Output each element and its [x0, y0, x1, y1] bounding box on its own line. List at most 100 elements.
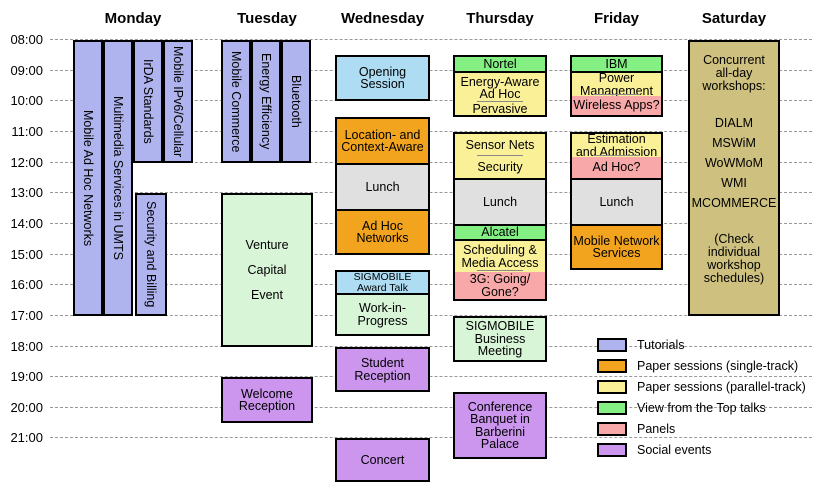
- time-label-19-00: 19:00: [10, 369, 43, 384]
- session-sigmobile-award-talk: SIGMOBILE Award Talk: [337, 272, 428, 295]
- legend-label-paper-sessions-single-track: Paper sessions (single-track): [637, 359, 799, 373]
- session-power-management: Power Management: [572, 73, 661, 96]
- session-label: Work-in- Progress: [357, 301, 408, 328]
- legend-label-tutorials: Tutorials: [637, 338, 685, 352]
- session-energy-aware-ad-hoc: Energy-Aware Ad Hoc: [455, 73, 545, 103]
- time-label-17-00: 17:00: [10, 308, 43, 323]
- session-work-in-progress: Work-in- Progress: [337, 295, 428, 334]
- time-label-10-00: 10:00: [10, 93, 43, 108]
- session-pervasive: Pervasive: [455, 103, 545, 115]
- workshop-wmi: WMI: [721, 176, 747, 190]
- hour-gridline-09-00: [50, 70, 812, 71]
- day-header-saturday: Saturday: [701, 10, 767, 27]
- time-label-18-00: 18:00: [10, 339, 43, 354]
- session-irda-standards: IrDA Standards: [135, 42, 161, 161]
- session-label: Energy-Aware Ad Hoc: [460, 74, 540, 101]
- parallel-session-divider: [476, 101, 524, 102]
- session-label: SIGMOBILE Business Meeting: [465, 319, 535, 359]
- session-label: Multimedia Services in UMTS: [111, 96, 125, 260]
- session-ibm: IBM: [572, 57, 661, 73]
- session-student-reception: Student Reception: [337, 349, 428, 390]
- session-location-and-context-aware: Location- and Context-Aware: [337, 119, 428, 165]
- session-label: Student Reception: [354, 356, 411, 383]
- event-tuesday-mobile-commerce: Mobile Commerce: [221, 40, 251, 163]
- session-conference-banquet-in-barberini-palace: Conference Banquet in Barberini Palace: [455, 394, 545, 457]
- session-label: Welcome Reception: [238, 386, 296, 413]
- session-label: Energy Efficiency: [259, 53, 273, 150]
- event-saturday-concurrent: Concurrent all-day workshops: DIALM MSWiM W…: [688, 40, 780, 316]
- event-wednesday-location-and: Location- and Context-Aware Lunch Ad Hoc N…: [335, 117, 430, 255]
- hour-gridline-19-00: [50, 376, 812, 377]
- event-thursday-sigmobile: SIGMOBILE Business Meeting: [453, 316, 547, 362]
- session-label: Conference Banquet in Barberini Palace: [467, 399, 533, 451]
- session-welcome-reception: Welcome Reception: [223, 379, 311, 421]
- saturday-workshop-list: DIALM MSWiM WoWMoM WMI MCOMMERCE: [692, 113, 777, 213]
- session-mobile-ipv6-cellular: Mobile IPv6/Cellular: [165, 42, 191, 161]
- event-monday-mobile-ad-hoc-networks: Mobile Ad Hoc Networks: [73, 40, 103, 316]
- legend-swatch-social-events: [597, 443, 627, 457]
- saturday-workshops-heading: Concurrent all-day workshops:: [702, 53, 766, 93]
- time-label-20-00: 20:00: [10, 400, 43, 415]
- hour-gridline-18-00: [50, 346, 812, 347]
- time-label-12-00: 12:00: [10, 155, 43, 170]
- parallel-session-divider: [593, 155, 640, 156]
- workshop-mcommerce: MCOMMERCE: [691, 196, 777, 210]
- event-monday-multimedia-services-in-umts: Multimedia Services in UMTS: [103, 40, 133, 316]
- hour-gridline-17-00: [50, 315, 812, 316]
- session-security-and-billing: Security and Billing: [137, 195, 165, 314]
- event-wednesday-student: Student Reception: [335, 347, 430, 392]
- event-thursday-sensor-nets: Sensor Nets Security Lunch Alcatel Schedulin…: [453, 132, 547, 301]
- session-label: Ad Hoc?: [592, 160, 641, 175]
- time-label-13-00: 13:00: [10, 185, 43, 200]
- session-label: Concert: [360, 452, 405, 467]
- session-label: Estimation and Admission: [575, 134, 658, 157]
- session-label: Mobile Network Services: [573, 233, 660, 260]
- session-lunch: Lunch: [572, 180, 661, 226]
- session-security: Security: [455, 157, 545, 180]
- hour-gridline-10-00: [50, 100, 812, 101]
- day-header-tuesday: Tuesday: [237, 10, 297, 27]
- session-label: Pervasive: [472, 103, 528, 115]
- session-wireless-apps: Wireless Apps?: [572, 96, 661, 115]
- session-label: Mobile Ad Hoc Networks: [81, 109, 95, 247]
- event-tuesday-venture: Venture Capital Event: [221, 193, 313, 347]
- session-lunch: Lunch: [455, 180, 545, 226]
- session-label: Ad Hoc Networks: [356, 218, 409, 245]
- day-header-thursday: Thursday: [466, 10, 534, 27]
- saturday-workshops-content: Concurrent all-day workshops: DIALM MSWiM W…: [690, 42, 778, 285]
- session-concert: Concert: [337, 440, 428, 480]
- hour-gridline-13-00: [50, 192, 812, 193]
- legend-swatch-tutorials: [597, 338, 627, 352]
- session-label: IBM: [605, 57, 628, 71]
- parallel-session-divider: [476, 155, 524, 156]
- session-label: Security: [477, 160, 523, 175]
- session-label: Wireless Apps?: [573, 98, 660, 113]
- event-friday-ibm: IBM Power Management Wireless Apps?: [570, 55, 663, 117]
- session-label: Security and Billing: [144, 201, 158, 308]
- session-multimedia-services-in-umts: Multimedia Services in UMTS: [105, 42, 131, 314]
- session-bluetooth: Bluetooth: [283, 42, 309, 161]
- session-label: Lunch: [365, 179, 400, 194]
- day-header-wednesday: Wednesday: [340, 10, 425, 27]
- legend-label-paper-sessions-parallel-track: Paper sessions (parallel-track): [637, 380, 806, 394]
- legend-label-social-events: Social events: [637, 443, 712, 457]
- hour-gridline-16-00: [50, 284, 812, 285]
- legend-swatch-panels: [597, 422, 627, 436]
- legend-swatch-paper-sessions-parallel-track: [597, 380, 627, 394]
- session-sigmobile-business-meeting: SIGMOBILE Business Meeting: [455, 318, 545, 360]
- session-energy-efficiency: Energy Efficiency: [253, 42, 279, 161]
- session-label: Scheduling & Media Access: [461, 243, 539, 270]
- time-label-15-00: 15:00: [10, 247, 43, 262]
- session-label: Location- and Context-Aware: [341, 127, 424, 154]
- session-mobile-commerce: Mobile Commerce: [223, 42, 249, 161]
- session-label: IrDA Standards: [141, 59, 155, 144]
- workshop-wowmom: WoWMoM: [704, 156, 764, 170]
- time-label-11-00: 11:00: [11, 124, 43, 139]
- time-label-21-00: 21:00: [10, 430, 43, 445]
- session-estimation-and-admission: Estimation and Admission: [572, 134, 661, 157]
- time-label-08-00: 08:00: [10, 32, 43, 47]
- event-friday-estimation: Estimation and Admission Ad Hoc? Lunch Mobi…: [570, 132, 663, 270]
- session-label: Mobile IPv6/Cellular: [171, 45, 185, 158]
- legend-label-panels: Panels: [637, 422, 676, 436]
- event-thursday-nortel: Nortel Energy-Aware Ad Hoc Pervasive: [453, 55, 547, 117]
